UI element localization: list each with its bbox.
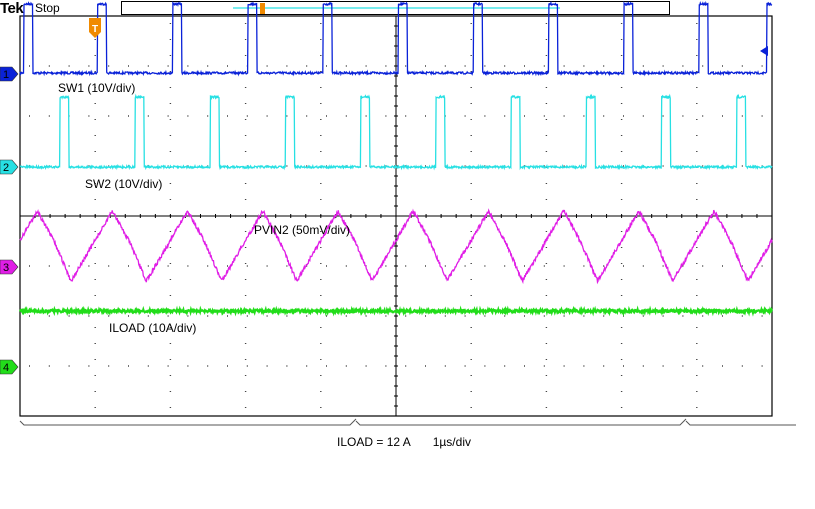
measurement-caption: ILOAD = 12 A 1µs/div [337, 435, 471, 449]
acquisition-state: Stop [35, 1, 60, 15]
ch4-label: ILOAD (10A/div) [109, 321, 197, 335]
channel-4-marker [0, 359, 19, 375]
channel-4-marker-label: 4 [3, 362, 9, 374]
readout-tab-1 [19, 418, 357, 426]
trace-sw2 [19, 93, 773, 171]
channel-markers: 1 2 3 4 [0, 66, 19, 375]
traces [18, 0, 774, 317]
trigger-marker: T [89, 18, 101, 38]
channel-3-marker [0, 259, 19, 275]
trigger-level-arrow [760, 46, 768, 56]
channel-2-marker-label: 2 [3, 162, 9, 174]
timebase-label: 1µs/div [432, 435, 471, 449]
channel-1-marker [0, 66, 19, 82]
brand-logo: Tek [0, 0, 24, 17]
trace-iload [18, 305, 774, 317]
trigger-flag [89, 18, 101, 38]
trace-sw1 [19, 0, 773, 77]
channel-1-marker-label: 1 [3, 69, 9, 81]
readout-tab-3 [685, 420, 796, 426]
load-condition: ILOAD = 12 A [337, 435, 411, 449]
readout-tab-2 [355, 418, 687, 426]
graticule [19, 15, 773, 417]
ch2-label: SW2 (10V/div) [85, 177, 163, 191]
trigger-label: T [92, 24, 98, 35]
trace-pvin2 [19, 208, 773, 285]
ch1-label: SW1 (10V/div) [58, 81, 136, 95]
trigger-position-marker [260, 3, 265, 14]
record-view-indicator [233, 3, 560, 14]
ch3-label: PVIN2 (50mV/div) [254, 223, 351, 237]
channel-2-marker [0, 159, 19, 175]
channel-3-marker-label: 3 [3, 262, 9, 274]
bottom-readout-strip [19, 418, 796, 426]
